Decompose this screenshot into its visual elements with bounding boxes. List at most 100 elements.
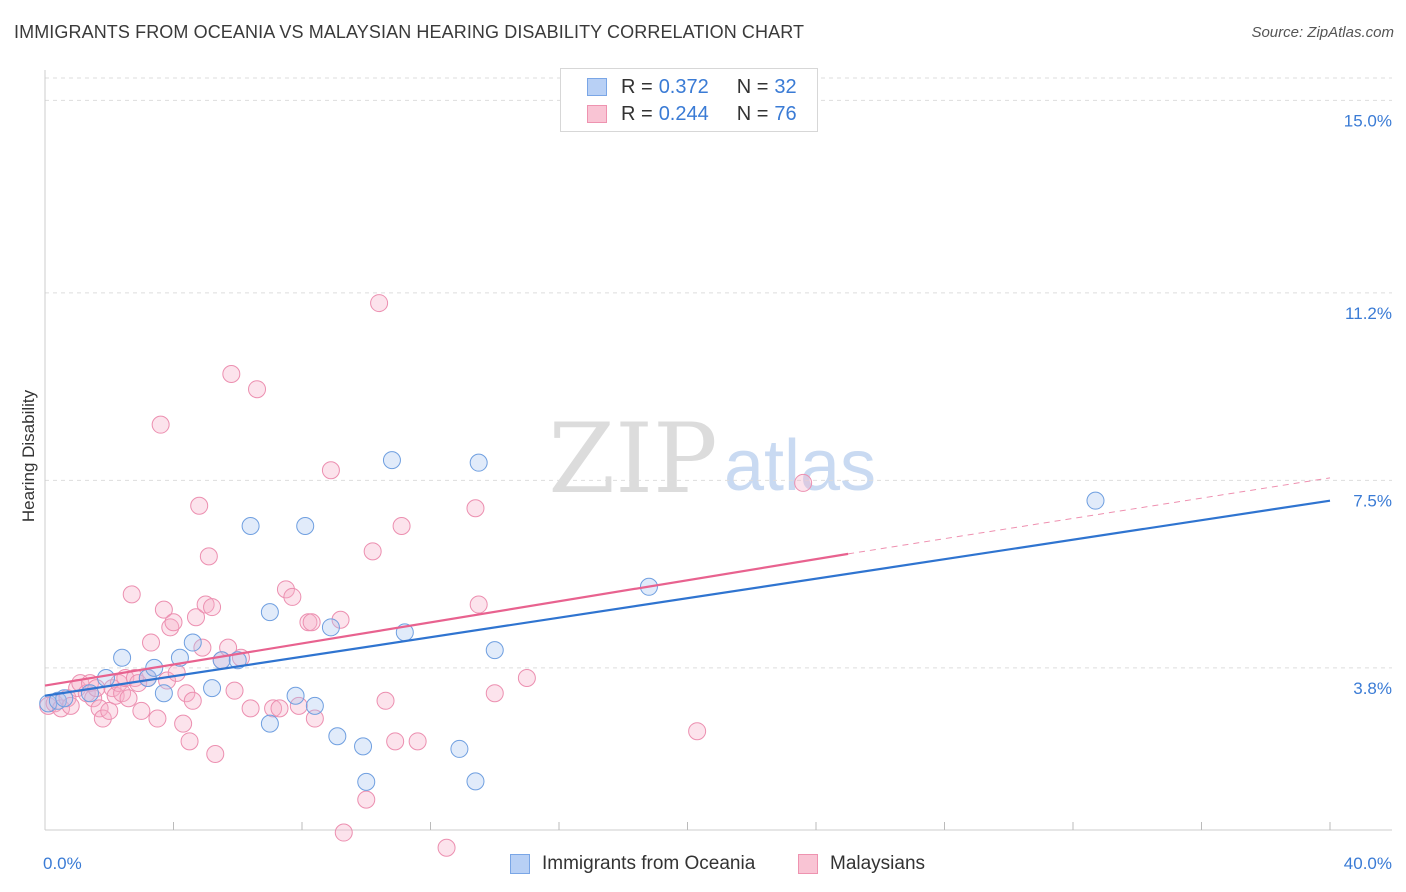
series-malaysians [39, 294, 813, 857]
point-oceania [212, 651, 231, 670]
point-oceania [354, 737, 373, 756]
point-malaysians [264, 699, 283, 718]
point-oceania [228, 651, 247, 670]
point-malaysians [334, 823, 353, 842]
trendlines [44, 477, 1331, 697]
source-credit: Source: ZipAtlas.com [1251, 24, 1394, 41]
point-malaysians [466, 499, 485, 518]
point-oceania [485, 641, 504, 660]
legend-r-label: R = [621, 102, 653, 125]
point-malaysians [794, 473, 813, 492]
point-oceania [382, 451, 401, 470]
point-oceania [183, 633, 202, 652]
point-malaysians [357, 790, 376, 809]
point-malaysians [241, 699, 260, 718]
y-tick-label: 3.8% [1353, 679, 1392, 698]
point-malaysians [119, 689, 138, 708]
legend-row-oceania: R = 0.372 N = 32 [587, 75, 797, 99]
point-malaysians [688, 722, 707, 741]
point-malaysians [148, 709, 167, 728]
point-malaysians [142, 633, 161, 652]
point-malaysians [248, 380, 267, 399]
bottom-legend-malaysians: Malaysians [798, 852, 925, 876]
point-malaysians [186, 608, 205, 627]
y-tick-labels: 3.8% 7.5% 11.2% 15.0% [1344, 111, 1392, 697]
point-malaysians [154, 600, 173, 619]
point-oceania [450, 739, 469, 758]
correlation-legend: R = 0.372 N = 32 R = 0.244 N = 76 [560, 68, 818, 132]
point-malaysians [517, 669, 536, 687]
y-tick-label: 11.2% [1345, 304, 1392, 323]
watermark: ZIP atlas [548, 403, 876, 515]
legend-swatch-oceania [587, 78, 607, 96]
point-malaysians [408, 732, 427, 751]
chart-title: IMMIGRANTS FROM OCEANIA VS MALAYSIAN HEA… [14, 22, 805, 42]
bottom-legend-swatch-oceania [510, 854, 530, 874]
bottom-legend-oceania: Immigrants from Oceania [510, 852, 755, 876]
point-oceania [97, 669, 116, 687]
legend-n-label: N = [736, 102, 769, 125]
point-malaysians [222, 365, 241, 383]
point-malaysians [164, 613, 183, 632]
point-malaysians [392, 517, 411, 535]
point-malaysians [180, 732, 199, 751]
point-oceania [305, 696, 324, 715]
legend-r-value: 0.244 [658, 102, 709, 125]
point-malaysians [302, 613, 321, 632]
point-oceania [1086, 491, 1105, 510]
point-malaysians [376, 691, 395, 710]
point-malaysians [363, 542, 382, 561]
point-malaysians [386, 732, 405, 751]
point-malaysians [321, 461, 340, 480]
point-malaysians [370, 294, 389, 313]
point-malaysians [203, 598, 222, 617]
y-axis-label: Hearing Disability [19, 389, 38, 522]
y-tick-label: 7.5% [1353, 491, 1392, 510]
point-oceania [154, 684, 173, 703]
x-tick-label: 40.0% [1344, 854, 1392, 873]
point-malaysians [193, 638, 212, 657]
gridlines [45, 77, 1392, 669]
point-malaysians [283, 587, 302, 606]
x-tick-label: 0.0% [43, 854, 82, 873]
point-malaysians [190, 496, 209, 515]
point-oceania [328, 727, 347, 746]
legend-n-label: N = [736, 75, 769, 98]
point-oceania [357, 772, 376, 791]
point-malaysians [305, 709, 324, 728]
point-malaysians [469, 595, 488, 614]
point-oceania [469, 453, 488, 472]
legend-r-value: 0.372 [658, 75, 709, 98]
watermark-atlas: atlas [724, 426, 876, 506]
point-oceania [321, 618, 340, 637]
point-malaysians [167, 663, 186, 682]
point-oceania [296, 517, 315, 535]
point-oceania [260, 714, 279, 733]
point-malaysians [84, 689, 103, 708]
point-malaysians [174, 714, 193, 733]
point-malaysians [437, 838, 456, 857]
point-malaysians [331, 610, 350, 629]
point-malaysians [183, 691, 202, 710]
point-malaysians [206, 745, 225, 763]
point-malaysians [132, 701, 151, 720]
point-oceania [260, 603, 279, 622]
point-malaysians [270, 699, 289, 718]
point-malaysians [199, 547, 218, 566]
bottom-legend-swatch-malaysians [798, 854, 818, 874]
x-tick-labels: 0.0% 40.0% [43, 854, 1392, 873]
point-oceania [113, 648, 132, 667]
bottom-legend-label-malaysians: Malaysians [830, 853, 926, 874]
point-malaysians [151, 415, 170, 434]
trendline-malaysians [44, 552, 849, 687]
point-malaysians [485, 684, 504, 703]
point-malaysians [93, 709, 112, 728]
legend-n-value: 32 [774, 75, 797, 98]
point-oceania [286, 686, 305, 705]
y-tick-label: 15.0% [1344, 111, 1392, 130]
trendline-malaysians-extension [848, 477, 1331, 555]
point-malaysians [122, 585, 141, 604]
legend-row-malaysians: R = 0.244 N = 76 [587, 102, 797, 126]
point-malaysians [289, 696, 308, 715]
point-oceania [241, 517, 260, 535]
